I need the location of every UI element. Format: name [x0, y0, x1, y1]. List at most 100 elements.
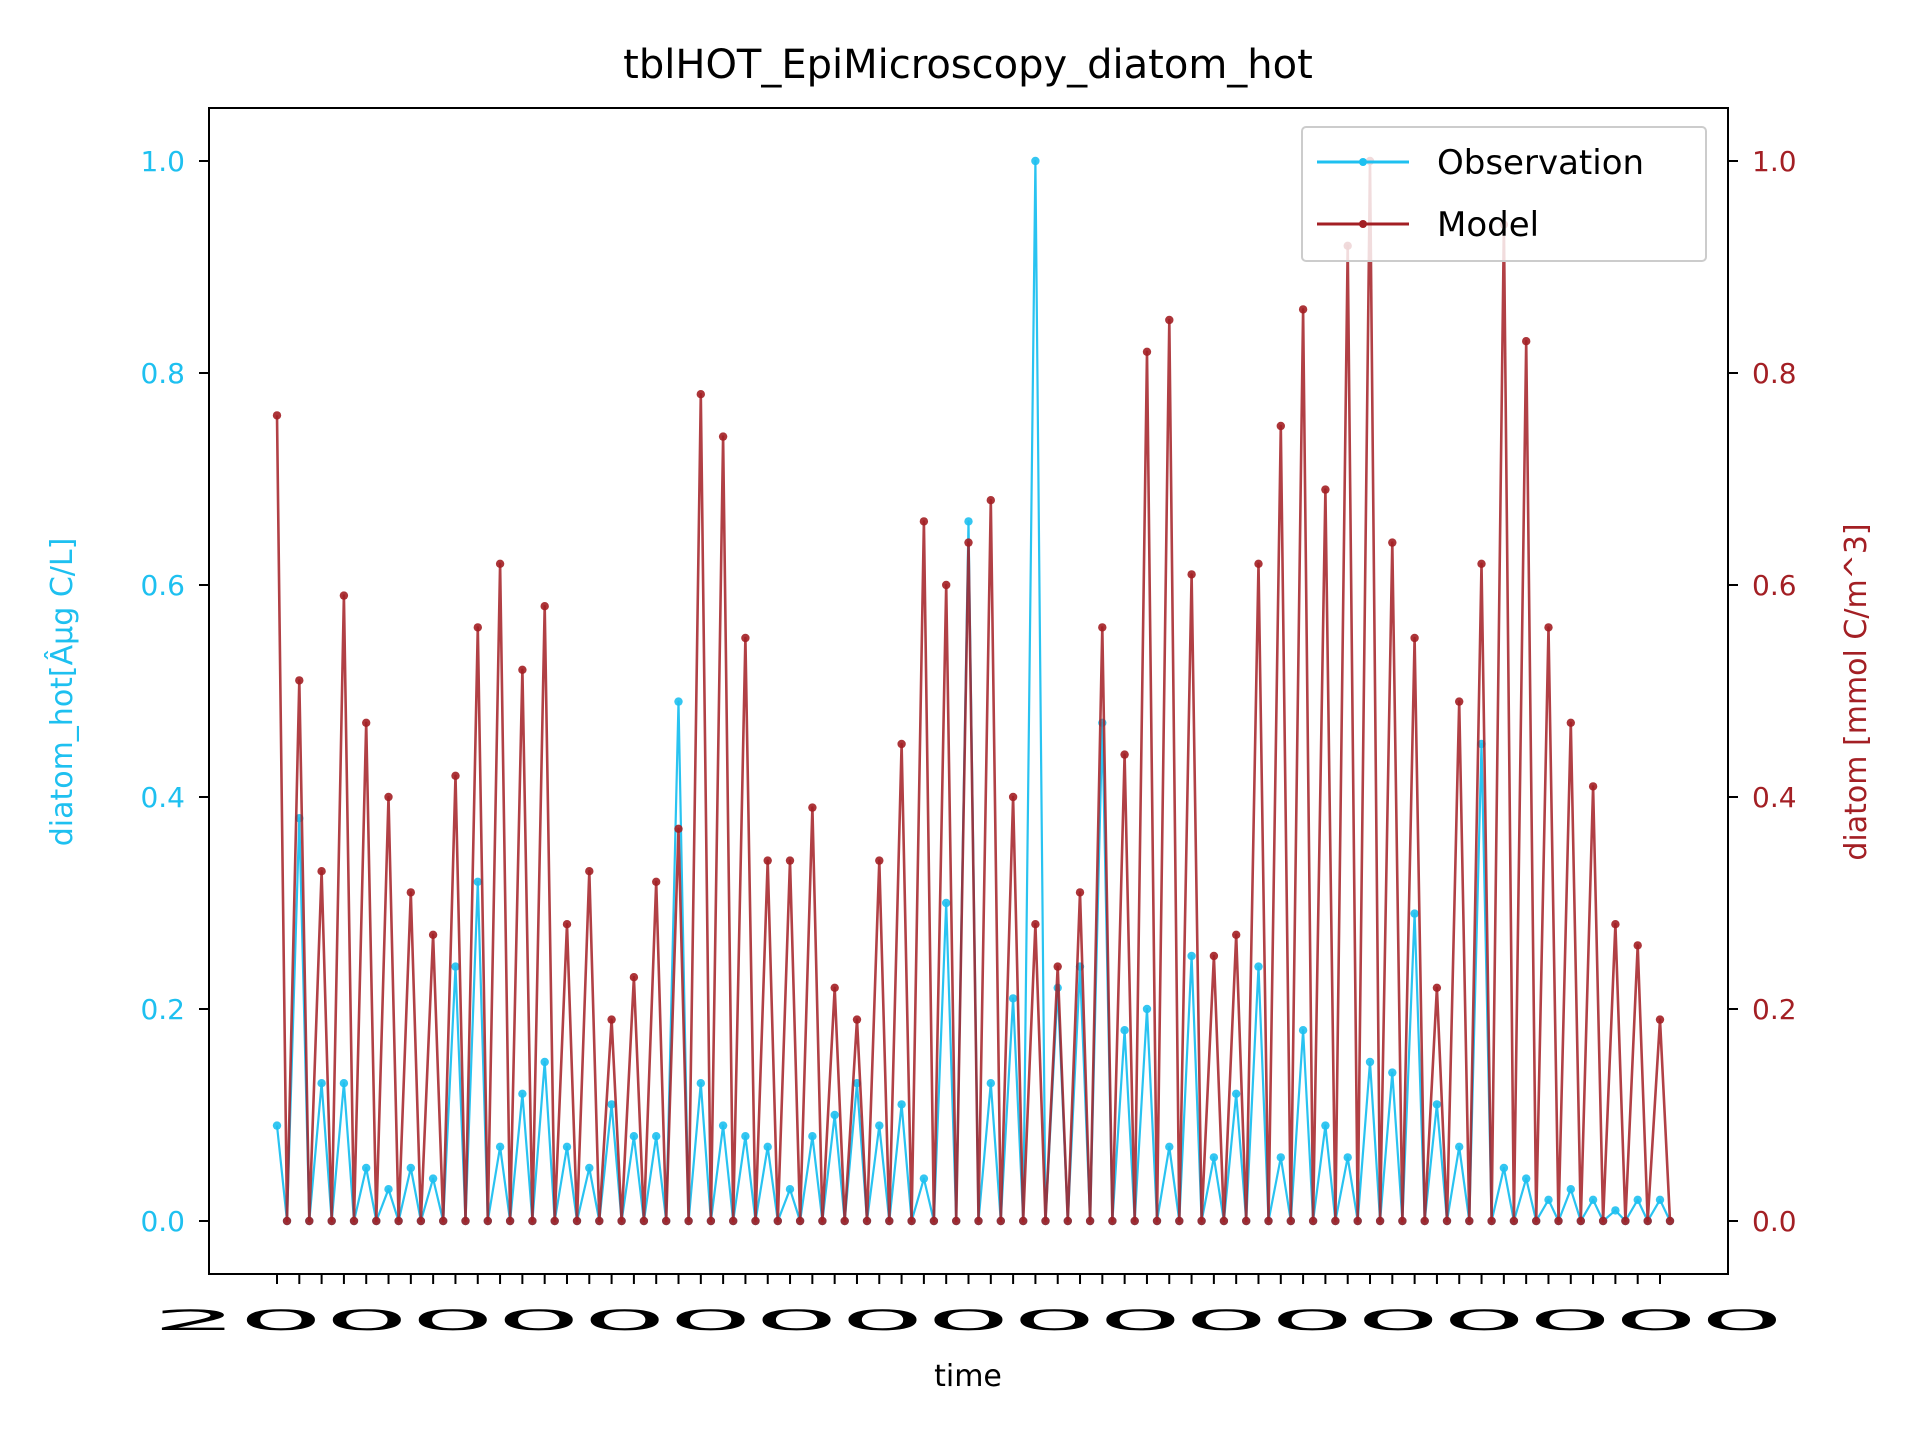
data-point-observation [384, 1185, 393, 1194]
left-axis-tick-label: 0.8 [140, 357, 185, 390]
data-point-observation [1655, 1195, 1665, 1205]
data-point-model [808, 803, 817, 812]
data-point-model [1232, 930, 1241, 939]
data-point-model-baseline [907, 1216, 916, 1226]
data-point-observation [1031, 156, 1040, 166]
data-point-model [362, 718, 371, 727]
data-point-model [629, 973, 639, 982]
data-point-model-baseline [1085, 1216, 1095, 1226]
data-point-observation [1410, 909, 1419, 918]
right-axis-label: diatom [mmol C/m^3] [1839, 523, 1874, 860]
data-point-model [986, 496, 995, 505]
data-point-model [1455, 697, 1464, 706]
data-point-observation [518, 1089, 527, 1099]
data-point-model-baseline [1286, 1216, 1296, 1226]
data-point-model-baseline [416, 1216, 426, 1226]
data-point-observation [919, 1174, 929, 1183]
data-point-model [317, 867, 326, 876]
data-point-model-baseline [1019, 1216, 1028, 1226]
data-point-model-baseline [1465, 1216, 1474, 1226]
data-point-model-baseline [550, 1216, 559, 1226]
left-axis-label: diatom_hot[Âµg C/L] [44, 538, 80, 847]
data-point-model [1075, 888, 1085, 897]
data-point-model [1321, 485, 1330, 494]
data-point-observation [272, 1121, 282, 1130]
data-point-model [1142, 347, 1152, 356]
data-point-observation [1187, 951, 1196, 961]
data-point-model-baseline [595, 1216, 604, 1226]
data-point-model-baseline [751, 1216, 760, 1226]
data-point-model [830, 983, 839, 992]
data-point-observation [317, 1079, 326, 1088]
data-point-model [295, 676, 304, 685]
data-point-model [1254, 559, 1263, 568]
data-point-observation [964, 517, 973, 526]
data-point-observation [897, 1100, 906, 1109]
data-point-observation [1611, 1206, 1620, 1215]
data-point-model [1655, 1015, 1665, 1024]
right-axis-tick-label: 0.4 [1752, 781, 1797, 814]
data-point-observation [1455, 1142, 1464, 1152]
data-point-model [562, 920, 572, 929]
data-point-observation [1008, 994, 1018, 1003]
data-point-model-baseline [372, 1216, 381, 1226]
data-point-model-baseline [1420, 1216, 1429, 1226]
left-axis-tick-label: 0.6 [140, 569, 185, 602]
data-point-observation [585, 1163, 594, 1173]
left-axis-tick-label: 1.0 [140, 145, 185, 178]
data-point-observation [1588, 1195, 1598, 1205]
data-point-observation [1343, 1153, 1352, 1162]
data-point-model-baseline [528, 1216, 537, 1226]
data-point-observation [473, 877, 482, 886]
data-point-model [1098, 623, 1107, 632]
data-point-model [652, 877, 661, 886]
data-point-model-baseline [996, 1216, 1005, 1226]
data-point-model-baseline [1264, 1216, 1273, 1226]
data-point-model [1633, 941, 1642, 950]
data-point-model-baseline [1041, 1216, 1050, 1226]
data-point-model-baseline [929, 1216, 939, 1226]
data-point-observation [1165, 1142, 1174, 1152]
data-point-observation [830, 1110, 839, 1120]
left-axis: 0.0 0.2 0.4 0.6 0.8 1.0 [140, 145, 209, 1238]
data-point-model [406, 888, 415, 897]
data-point-model [451, 771, 460, 780]
data-point-model-baseline [1375, 1216, 1385, 1226]
data-point-observation [1276, 1153, 1286, 1162]
data-point-model-baseline [1175, 1216, 1184, 1226]
data-point-model [942, 580, 951, 590]
data-point-observation [428, 1174, 438, 1183]
data-point-model [1522, 337, 1531, 346]
data-point-model [1477, 559, 1486, 568]
data-point-model [785, 856, 795, 865]
data-point-model [1566, 718, 1576, 727]
data-point-model [1120, 750, 1129, 759]
data-point-model [1611, 920, 1620, 929]
data-point-observation [1432, 1100, 1442, 1109]
data-point-model-baseline [862, 1216, 872, 1226]
data-point-model-baseline [1442, 1216, 1452, 1226]
data-point-model [1588, 782, 1598, 791]
data-point-observation [1120, 1026, 1129, 1035]
data-point-model-baseline [1308, 1216, 1318, 1226]
series-line-model [275, 159, 1672, 1223]
data-point-observation [607, 1100, 616, 1109]
data-point-observation [1209, 1153, 1219, 1162]
data-point-observation [674, 697, 683, 706]
data-point-model-baseline [840, 1216, 849, 1226]
data-point-model [495, 559, 505, 568]
data-point-observation [741, 1132, 750, 1141]
data-point-model [1209, 951, 1219, 961]
data-point-model [428, 930, 438, 939]
right-axis-tick-label: 0.2 [1752, 993, 1797, 1026]
data-point-model-baseline [1130, 1216, 1139, 1226]
data-point-observation [629, 1132, 639, 1141]
data-point-model [1388, 538, 1397, 547]
data-point-model-baseline [684, 1216, 693, 1226]
data-point-model-baseline [818, 1216, 827, 1226]
data-point-observation [1633, 1195, 1642, 1205]
data-point-model [585, 867, 594, 876]
data-point-model [964, 538, 973, 547]
data-point-model-baseline [483, 1216, 492, 1226]
data-point-observation [362, 1163, 371, 1173]
